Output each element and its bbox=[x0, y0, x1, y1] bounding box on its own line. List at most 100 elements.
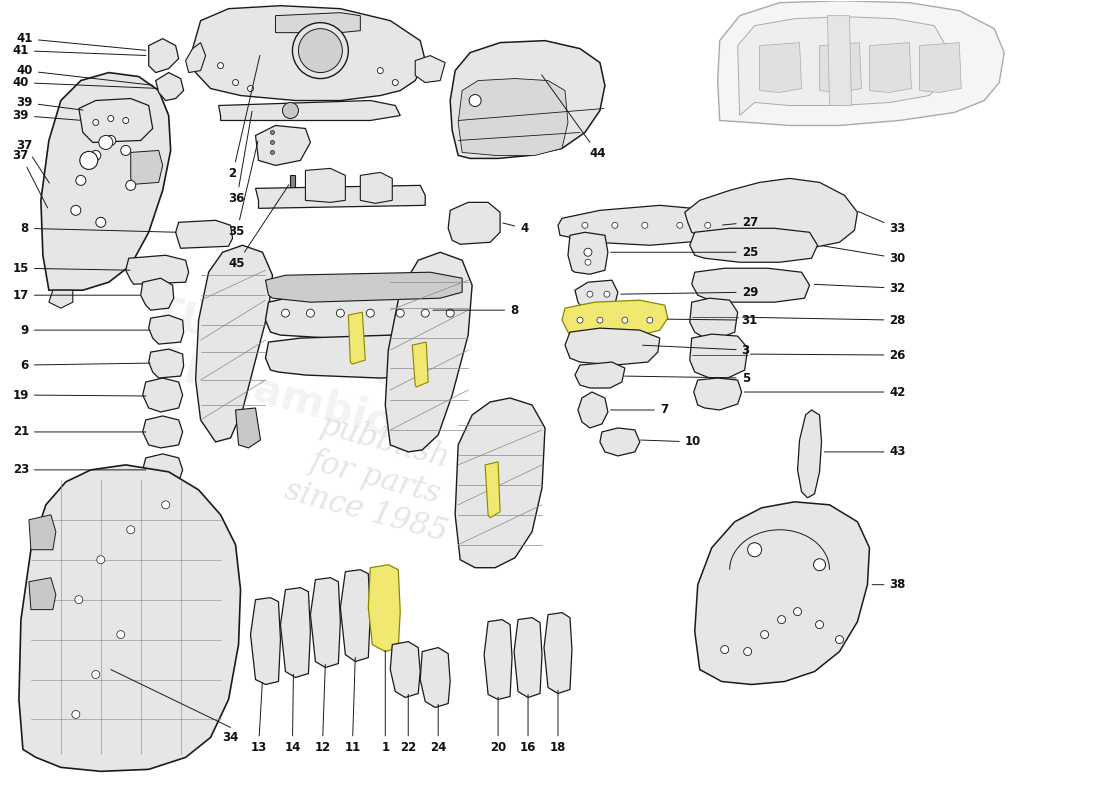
Circle shape bbox=[162, 501, 169, 509]
Polygon shape bbox=[349, 312, 365, 364]
Circle shape bbox=[815, 621, 824, 629]
Polygon shape bbox=[562, 300, 668, 340]
Polygon shape bbox=[578, 392, 608, 428]
Polygon shape bbox=[255, 186, 426, 208]
Circle shape bbox=[587, 291, 593, 297]
Polygon shape bbox=[148, 38, 178, 73]
Circle shape bbox=[584, 248, 592, 256]
Text: 18: 18 bbox=[550, 690, 566, 754]
Text: 22: 22 bbox=[400, 694, 417, 754]
Text: 8: 8 bbox=[21, 222, 176, 234]
Polygon shape bbox=[568, 232, 608, 274]
Polygon shape bbox=[79, 98, 153, 142]
Circle shape bbox=[91, 150, 101, 161]
Polygon shape bbox=[143, 454, 183, 485]
Circle shape bbox=[597, 317, 603, 323]
Text: 26: 26 bbox=[750, 349, 905, 362]
Text: 7: 7 bbox=[610, 403, 668, 417]
Polygon shape bbox=[251, 598, 280, 685]
Polygon shape bbox=[29, 515, 56, 550]
Circle shape bbox=[80, 151, 98, 170]
Polygon shape bbox=[575, 362, 625, 388]
Polygon shape bbox=[690, 298, 738, 338]
Text: 37: 37 bbox=[13, 149, 47, 208]
Polygon shape bbox=[694, 378, 741, 410]
Polygon shape bbox=[690, 228, 817, 262]
Polygon shape bbox=[48, 290, 73, 308]
Circle shape bbox=[676, 222, 683, 228]
Text: 14: 14 bbox=[284, 674, 300, 754]
Circle shape bbox=[106, 135, 116, 146]
Polygon shape bbox=[290, 175, 296, 188]
Text: 1: 1 bbox=[382, 650, 389, 754]
Circle shape bbox=[307, 309, 315, 317]
Circle shape bbox=[218, 62, 223, 69]
Circle shape bbox=[99, 135, 113, 150]
Circle shape bbox=[123, 118, 129, 123]
Circle shape bbox=[720, 646, 728, 654]
Circle shape bbox=[582, 222, 587, 228]
Polygon shape bbox=[459, 78, 568, 155]
Text: 37: 37 bbox=[16, 139, 50, 183]
Polygon shape bbox=[156, 73, 184, 101]
Text: 41: 41 bbox=[16, 32, 146, 50]
Polygon shape bbox=[190, 6, 426, 101]
Text: 38: 38 bbox=[872, 578, 905, 591]
Circle shape bbox=[647, 317, 652, 323]
Polygon shape bbox=[196, 246, 273, 442]
Circle shape bbox=[271, 130, 275, 134]
Polygon shape bbox=[820, 42, 861, 93]
Polygon shape bbox=[415, 55, 446, 82]
Polygon shape bbox=[385, 252, 472, 452]
Circle shape bbox=[96, 218, 106, 227]
Text: 8: 8 bbox=[433, 304, 518, 317]
Polygon shape bbox=[306, 169, 345, 202]
Text: 12: 12 bbox=[315, 664, 330, 754]
Polygon shape bbox=[148, 349, 184, 378]
Circle shape bbox=[121, 146, 131, 155]
Text: 28: 28 bbox=[742, 314, 905, 326]
Text: 25: 25 bbox=[610, 246, 758, 258]
Circle shape bbox=[271, 141, 275, 145]
Polygon shape bbox=[738, 17, 947, 115]
Circle shape bbox=[760, 630, 769, 638]
Text: 23: 23 bbox=[13, 463, 146, 476]
Polygon shape bbox=[280, 588, 310, 678]
Polygon shape bbox=[450, 41, 605, 158]
Text: 13: 13 bbox=[251, 682, 266, 754]
Polygon shape bbox=[176, 220, 232, 248]
Circle shape bbox=[97, 556, 104, 564]
Circle shape bbox=[814, 558, 825, 570]
Circle shape bbox=[76, 175, 86, 186]
Polygon shape bbox=[695, 502, 869, 685]
Polygon shape bbox=[265, 290, 460, 338]
Text: 44: 44 bbox=[541, 75, 606, 161]
Polygon shape bbox=[544, 613, 572, 694]
Polygon shape bbox=[484, 620, 513, 699]
Circle shape bbox=[621, 317, 628, 323]
Text: 39: 39 bbox=[16, 96, 84, 110]
Circle shape bbox=[125, 180, 135, 190]
Circle shape bbox=[641, 222, 648, 228]
Polygon shape bbox=[41, 73, 170, 290]
Circle shape bbox=[396, 309, 405, 317]
Polygon shape bbox=[186, 42, 206, 73]
Polygon shape bbox=[685, 178, 858, 250]
Text: 36: 36 bbox=[229, 111, 252, 206]
Circle shape bbox=[126, 526, 134, 534]
Circle shape bbox=[248, 86, 253, 91]
Circle shape bbox=[72, 710, 80, 718]
Circle shape bbox=[578, 317, 583, 323]
Circle shape bbox=[282, 309, 289, 317]
Polygon shape bbox=[340, 570, 371, 662]
Circle shape bbox=[377, 67, 383, 74]
Text: 31: 31 bbox=[668, 314, 758, 326]
Text: 40: 40 bbox=[16, 64, 153, 86]
Polygon shape bbox=[565, 328, 660, 365]
Text: 10: 10 bbox=[640, 435, 701, 449]
Circle shape bbox=[705, 222, 711, 228]
Polygon shape bbox=[361, 172, 393, 203]
Circle shape bbox=[92, 119, 99, 126]
Circle shape bbox=[91, 670, 100, 678]
Polygon shape bbox=[692, 268, 810, 302]
